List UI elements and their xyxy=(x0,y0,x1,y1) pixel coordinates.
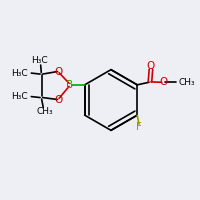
Text: O: O xyxy=(159,77,167,87)
Text: O: O xyxy=(147,61,155,71)
Text: H₃C: H₃C xyxy=(11,69,28,78)
Text: H₃C: H₃C xyxy=(31,56,48,65)
Text: O: O xyxy=(54,67,62,77)
Text: CH₃: CH₃ xyxy=(37,107,53,116)
Text: O: O xyxy=(54,95,62,105)
Text: B: B xyxy=(66,80,74,90)
Text: F: F xyxy=(136,122,142,132)
Text: CH₃: CH₃ xyxy=(179,78,195,87)
Text: H₃C: H₃C xyxy=(11,92,28,101)
